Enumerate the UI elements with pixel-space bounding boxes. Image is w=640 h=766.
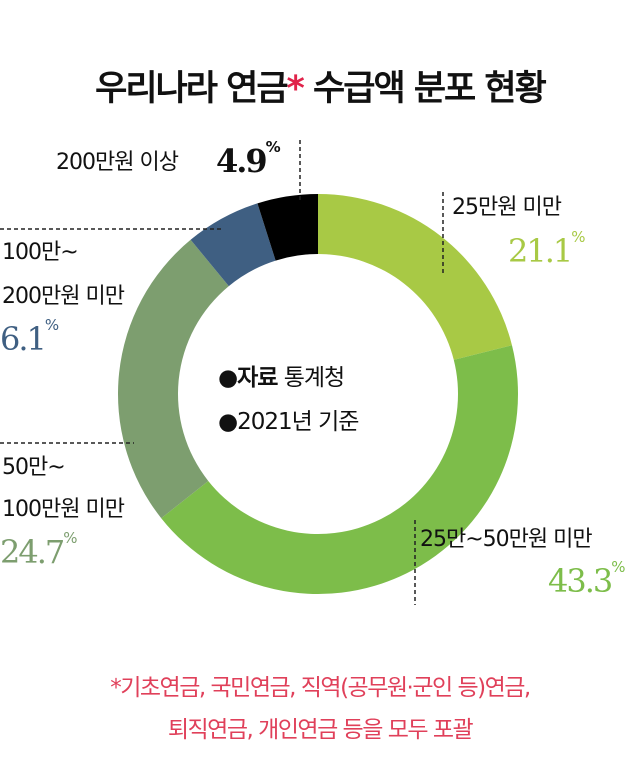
donut-segments [117, 194, 519, 595]
pct-25-50: 43.3% [548, 558, 626, 600]
title-text-a: 우리나라 연금 [95, 69, 288, 109]
label-50-100-l2: 100만원 미만 [2, 497, 125, 522]
pct-200plus: 4.9% [216, 138, 281, 180]
footnote: *기초연금, 국민연금, 직역(공무원·군인 등)연금, 퇴직연금, 개인연금 … [0, 667, 640, 751]
title-text-b: 수급액 분포 현황 [302, 69, 547, 109]
pct-100-200: 6.1% [0, 316, 60, 358]
donut-segment [117, 239, 229, 519]
source-value: 통계청 [277, 365, 345, 391]
chart-title: 우리나라 연금* 수급액 분포 현황 [0, 60, 640, 111]
pct-under25: 21.1% [508, 228, 586, 270]
footnote-line-1: *기초연금, 국민연금, 직역(공무원·군인 등)연금, [110, 675, 531, 701]
footnote-line-2: 퇴직연금, 개인연금 등을 모두 포괄 [167, 717, 474, 743]
donut-segment [161, 345, 519, 595]
basis-line: ●2021년 기준 [218, 400, 418, 444]
source-label: 자료 [237, 365, 278, 391]
donut-segment [257, 194, 318, 261]
donut-segment [190, 203, 276, 287]
label-200plus-name: 200만원 이상 [56, 150, 179, 175]
pct-50-100: 24.7% [0, 529, 78, 571]
label-200plus: 200만원 이상 [56, 150, 179, 176]
label-100-200-l1: 100만~ [2, 240, 79, 265]
label-50-100-l1: 50만~ [2, 455, 66, 480]
bullet-icon: ● [218, 409, 238, 435]
chart-center-annotation: ●자료 통계청 ●2021년 기준 [218, 356, 418, 444]
basis-value: 2021년 기준 [237, 409, 359, 435]
label-100-200-l2: 200만원 미만 [2, 284, 125, 309]
title-asterisk: * [286, 69, 305, 109]
source-line: ●자료 통계청 [218, 356, 418, 400]
donut-segment [318, 194, 512, 360]
bullet-icon: ● [218, 365, 238, 391]
label-25-50: 25만~50만원 미만 [420, 527, 593, 552]
label-under25: 25만원 미만 [452, 195, 562, 220]
